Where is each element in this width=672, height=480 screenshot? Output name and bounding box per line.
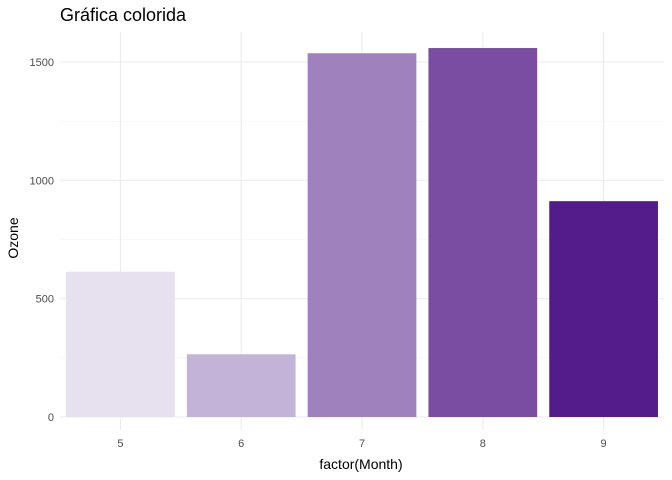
- bar-month-5: [66, 271, 175, 417]
- x-tick-label: 8: [480, 438, 486, 450]
- y-tick-labels: 0 500 1000 1500: [30, 57, 54, 424]
- y-tick-label: 1000: [30, 175, 54, 187]
- x-tick-label: 5: [117, 438, 123, 450]
- bar-month-8: [428, 48, 538, 417]
- y-tick-label: 0: [48, 412, 54, 424]
- y-tick-label: 1500: [30, 57, 54, 69]
- bar-month-9: [549, 201, 658, 417]
- x-tick-labels: 5 6 7 8 9: [117, 438, 606, 450]
- bar-month-7: [307, 53, 417, 417]
- y-axis-title: Ozone: [5, 217, 21, 258]
- x-tick-label: 7: [359, 438, 365, 450]
- bars: [66, 48, 658, 417]
- chart-title: Gráfica colorida: [60, 5, 187, 25]
- bar-month-6: [186, 354, 296, 417]
- x-tick-label: 6: [238, 438, 244, 450]
- x-axis-title: factor(Month): [319, 456, 402, 472]
- y-tick-label: 500: [36, 294, 54, 306]
- x-tick-label: 9: [601, 438, 607, 450]
